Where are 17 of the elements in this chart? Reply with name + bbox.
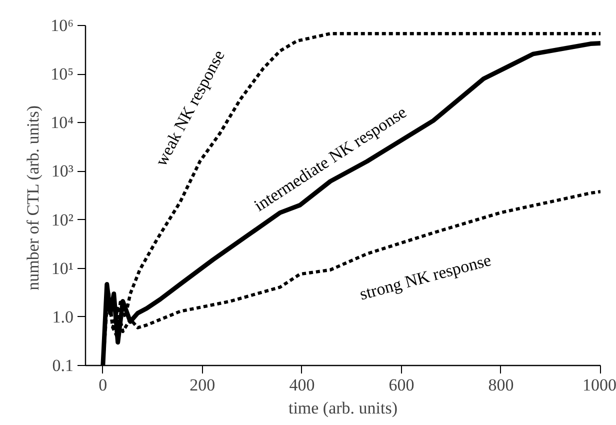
x-tick-label: 1000: [582, 376, 616, 394]
x-axis-title: time (arb. units): [288, 398, 398, 418]
annotation: strong NK response: [358, 250, 494, 304]
x-tick-label: 800: [488, 376, 514, 394]
y-axis-title: number of CTL (arb. units): [24, 105, 43, 290]
x-tick-label: 600: [388, 376, 414, 394]
x-tick-label: 0: [98, 376, 108, 394]
y-tick-label: 10¹: [51, 258, 74, 278]
y-tick-label: 10³: [51, 162, 74, 181]
x-tick-label: 400: [289, 376, 315, 394]
y-tick-label: 0.1: [52, 356, 74, 375]
y-tick-label: 1.0: [52, 307, 74, 326]
y-tick-label: 10⁶: [50, 16, 74, 35]
y-tick-label: 10⁴: [50, 113, 74, 132]
y-tick-label: 10²: [51, 210, 74, 230]
x-tick-label: 200: [190, 376, 216, 394]
y-tick-label: 10⁵: [50, 64, 74, 84]
